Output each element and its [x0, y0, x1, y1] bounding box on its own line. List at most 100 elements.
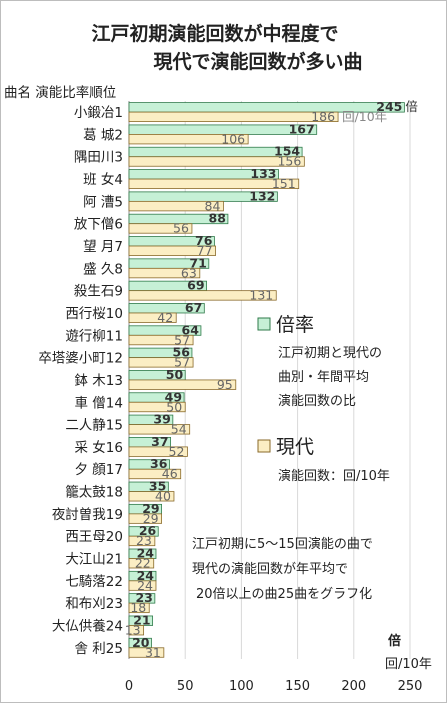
bar-modern — [128, 468, 182, 480]
category-label: 和布刈23 — [65, 596, 123, 612]
legend-swatch-modern — [257, 439, 271, 453]
value-label-modern: 52 — [169, 444, 185, 459]
value-unit-ratio: 倍 — [405, 99, 418, 114]
value-label-modern: 186 — [311, 109, 335, 124]
value-label-modern: 18 — [130, 600, 146, 615]
bar-modern — [128, 491, 175, 502]
category-labels: 小鍛冶1 葛 城2 隅田川3 班 女4 阿 漕5 放下僧6 望 月7 盛 久8 殺生石9 西行桜1… — [38, 105, 123, 657]
bar-modern — [128, 134, 249, 145]
category-label: 西王母20 — [65, 529, 123, 545]
axis-unit-modern: 回/10年 — [385, 657, 432, 672]
bar-modern — [128, 558, 155, 569]
category-label: 遊行柳11 — [65, 328, 123, 344]
value-label-ratio: 21 — [133, 612, 150, 627]
value-label-ratio: 71 — [189, 255, 206, 270]
value-label-ratio: 154 — [274, 144, 300, 159]
bar-modern — [128, 379, 237, 390]
value-label-ratio: 133 — [250, 166, 276, 181]
legend-desc-modern: 演能回数：回/10年 — [278, 468, 390, 484]
value-label-modern: 84 — [205, 198, 221, 213]
value-label-modern: 151 — [272, 176, 296, 191]
value-label-modern: 40 — [155, 489, 171, 504]
category-label: 車 僧14 — [75, 395, 123, 411]
category-label: 夜討曽我19 — [52, 507, 123, 523]
bars — [128, 102, 405, 658]
value-label-ratio: 20 — [132, 635, 150, 650]
category-label: 夕 顔17 — [75, 462, 123, 478]
category-label: 二人静15 — [65, 418, 123, 434]
x-tick-label: 200 — [341, 679, 366, 694]
value-label-ratio: 167 — [289, 121, 315, 136]
bar-modern — [128, 200, 224, 212]
note-line-1: 江戸初期に5〜15回演能の曲で — [192, 536, 373, 552]
value-unit-modern: 回/10年 — [342, 109, 387, 124]
value-label-ratio: 50 — [166, 367, 184, 382]
value-label-ratio: 24 — [137, 546, 155, 561]
value-label-modern: 131 — [249, 288, 273, 303]
category-label: 望 月7 — [83, 239, 123, 255]
note-line-2: 現代の演能回数が年平均で — [192, 561, 348, 577]
bar-modern — [128, 513, 162, 524]
bar-modern — [128, 625, 145, 636]
category-label: 隅田川3 — [74, 150, 123, 166]
category-label: 舎 利25 — [75, 641, 123, 657]
value-label-modern: 106 — [221, 131, 245, 146]
value-label-modern: 95 — [217, 377, 233, 392]
category-label: 葛 城2 — [83, 127, 123, 143]
value-label-modern: 56 — [173, 221, 189, 236]
value-label-ratio: 23 — [135, 590, 152, 605]
x-axis-ticks: 0 50 100 150 200 250 — [125, 679, 423, 694]
bar-modern — [128, 290, 277, 301]
value-label-ratio: 35 — [149, 479, 166, 494]
value-label-ratio: 29 — [142, 501, 159, 516]
legend-desc-2: 曲別・年間平均 — [278, 370, 369, 385]
chart-note: 江戸初期に5〜15回演能の曲で 現代の演能回数が年平均で 20倍以上の曲25曲を… — [192, 536, 373, 602]
value-label-ratio: 56 — [173, 345, 191, 360]
category-label: 鉢 木13 — [75, 373, 123, 389]
category-label: 籠太鼓18 — [65, 485, 123, 501]
value-label-modern: 57 — [174, 332, 190, 347]
category-label: 西行桜10 — [65, 306, 123, 322]
category-label: 卒塔婆小町12 — [38, 351, 123, 367]
bar-modern — [128, 357, 194, 368]
value-label-modern: 156 — [277, 154, 301, 169]
bar-modern — [128, 223, 193, 234]
value-label-ratio: 76 — [195, 233, 213, 248]
bar-modern — [128, 401, 186, 413]
value-label-ratio: 64 — [182, 322, 200, 337]
value-label-modern: 13 — [125, 622, 141, 637]
category-label: 盛 久8 — [83, 261, 123, 277]
value-label-modern: 54 — [171, 422, 187, 437]
bar-modern — [128, 647, 165, 658]
axis-unit-ratio: 倍 — [388, 633, 401, 649]
x-tick-label: 50 — [177, 679, 194, 694]
value-label-modern: 42 — [157, 310, 173, 325]
bar-modern — [128, 602, 150, 614]
value-label-ratio: 24 — [137, 568, 155, 583]
value-label-modern: 29 — [143, 511, 159, 526]
value-label-ratio: 245 — [376, 99, 402, 114]
x-tick-label: 250 — [398, 679, 423, 694]
category-label: 大江山21 — [65, 552, 123, 568]
bar-modern — [128, 446, 188, 457]
x-tick-label: 100 — [229, 679, 254, 694]
bar-modern — [128, 178, 300, 189]
value-label-modern: 24 — [137, 578, 153, 593]
bar-modern — [128, 424, 191, 435]
legend-label-modern: 現代 — [276, 436, 314, 458]
legend-swatch-ratio — [257, 317, 271, 331]
legend-desc-3: 演能回数の比 — [278, 393, 356, 409]
value-label-modern: 23 — [136, 533, 152, 548]
value-label-ratio: 69 — [187, 278, 204, 293]
bar-modern — [128, 156, 305, 167]
value-label-modern: 46 — [162, 466, 178, 481]
bar-modern — [128, 334, 194, 346]
category-label: 采 女16 — [75, 439, 123, 456]
category-label: 放下僧6 — [74, 217, 123, 233]
value-label-ratio: 37 — [151, 434, 168, 449]
x-tick-label: 0 — [125, 679, 133, 694]
category-label: 七騎落22 — [65, 574, 123, 590]
category-label: 大仏供養24 — [52, 617, 123, 634]
category-label: 小鍛冶1 — [74, 105, 123, 121]
